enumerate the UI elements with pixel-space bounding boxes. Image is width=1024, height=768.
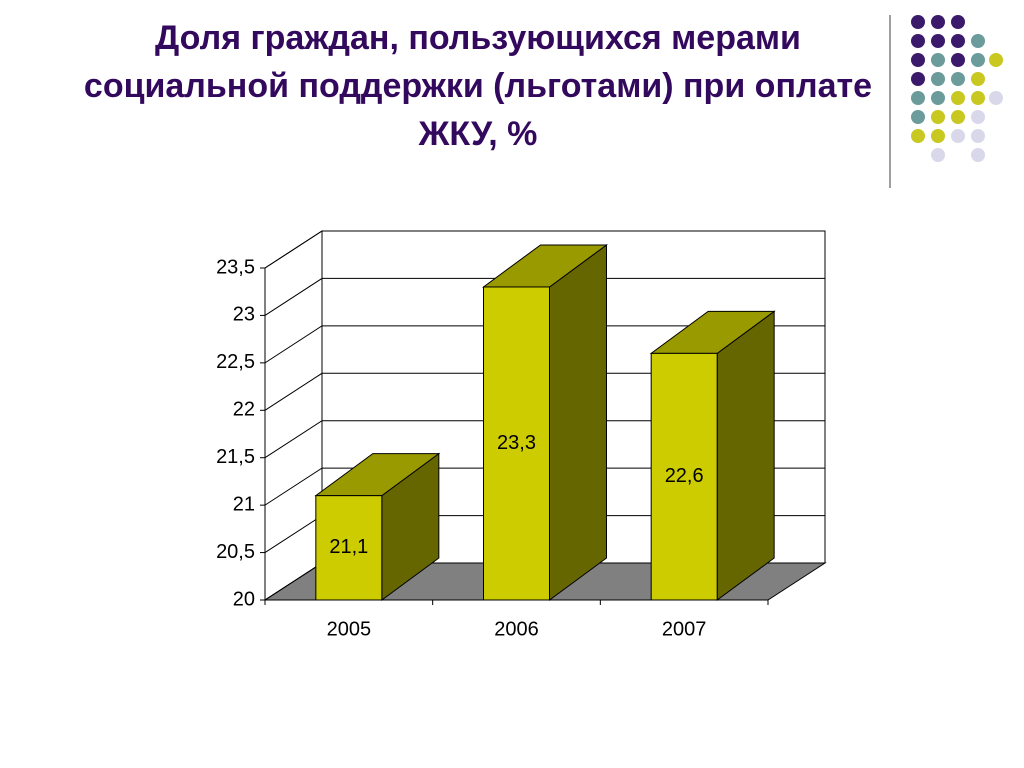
bar bbox=[315, 495, 383, 601]
y-tick-label: 20 bbox=[233, 588, 255, 610]
y-tick-label: 22 bbox=[233, 399, 255, 421]
grid-line bbox=[264, 325, 825, 364]
bar bbox=[650, 352, 718, 601]
x-tick-label: 2005 bbox=[327, 618, 372, 640]
x-tick-label: 2006 bbox=[494, 618, 539, 640]
y-tick-label: 23 bbox=[233, 304, 255, 326]
bar-side bbox=[716, 310, 775, 601]
y-tick-label: 22,5 bbox=[216, 351, 255, 373]
x-tick-label: 2007 bbox=[662, 618, 707, 640]
y-tick-label: 20,5 bbox=[216, 541, 255, 563]
value-label: 21,1 bbox=[329, 536, 368, 558]
decoration bbox=[889, 15, 1003, 188]
bar bbox=[483, 286, 550, 601]
grid-line bbox=[264, 277, 825, 316]
y-tick-label: 21,5 bbox=[216, 446, 255, 468]
side-wall bbox=[264, 230, 323, 601]
y-tick-label: 21 bbox=[233, 493, 255, 515]
grid-line bbox=[264, 230, 825, 269]
value-label: 22,6 bbox=[665, 465, 704, 487]
chart-title: Доля граждан, пользующихся мерами социал… bbox=[83, 19, 873, 153]
y-tick-label: 23,5 bbox=[216, 256, 255, 278]
bar-side bbox=[549, 243, 607, 601]
value-label: 23,3 bbox=[497, 432, 536, 454]
